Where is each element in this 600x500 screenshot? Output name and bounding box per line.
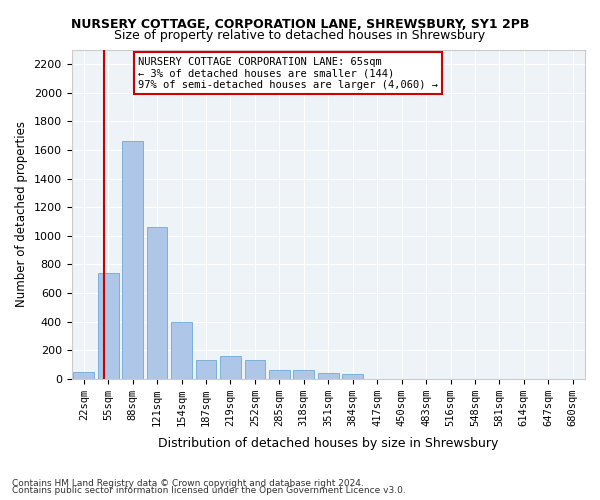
Bar	[343, 374, 363, 378]
Bar	[73, 372, 94, 378]
Bar	[245, 360, 265, 378]
Bar	[171, 322, 192, 378]
Y-axis label: Number of detached properties: Number of detached properties	[15, 122, 28, 308]
Text: NURSERY COTTAGE CORPORATION LANE: 65sqm
← 3% of detached houses are smaller (144: NURSERY COTTAGE CORPORATION LANE: 65sqm …	[138, 56, 438, 90]
Bar	[122, 142, 143, 378]
Bar	[147, 227, 167, 378]
Text: Contains HM Land Registry data © Crown copyright and database right 2024.: Contains HM Land Registry data © Crown c…	[12, 478, 364, 488]
Bar	[98, 273, 119, 378]
Text: NURSERY COTTAGE, CORPORATION LANE, SHREWSBURY, SY1 2PB: NURSERY COTTAGE, CORPORATION LANE, SHREW…	[71, 18, 529, 30]
Bar	[220, 356, 241, 378]
X-axis label: Distribution of detached houses by size in Shrewsbury: Distribution of detached houses by size …	[158, 437, 499, 450]
Text: Contains public sector information licensed under the Open Government Licence v3: Contains public sector information licen…	[12, 486, 406, 495]
Bar	[293, 370, 314, 378]
Bar	[269, 370, 290, 378]
Bar	[196, 360, 217, 378]
Text: Size of property relative to detached houses in Shrewsbury: Size of property relative to detached ho…	[115, 29, 485, 42]
Bar	[318, 373, 338, 378]
